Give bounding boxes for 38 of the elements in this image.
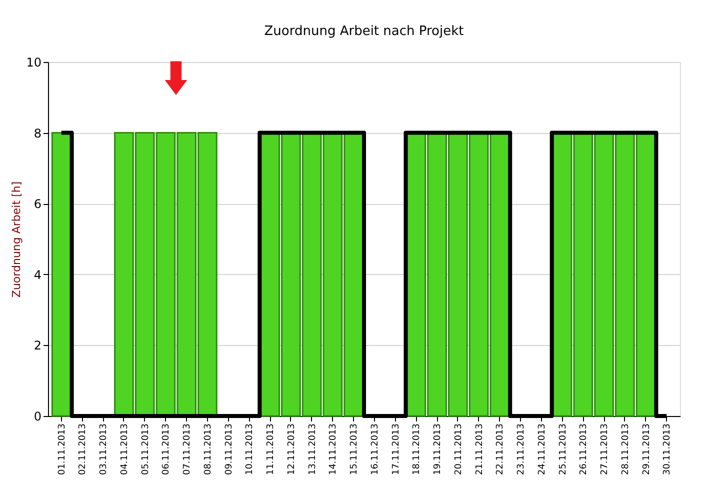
x-tick-label: 06.11.2013: [162, 424, 172, 476]
y-axis-title: Zuordnung Arbeit [h]: [10, 181, 24, 298]
x-tick-label: 01.11.2013: [57, 424, 68, 476]
y-tick-label: 10: [26, 56, 42, 70]
x-tick-label: 02.11.2013: [78, 424, 88, 476]
x-tick-label: 05.11.2013: [140, 424, 151, 476]
y-tick-label: 6: [34, 197, 42, 212]
y-tick-label: 8: [34, 126, 42, 140]
x-tick-label: 17.11.2013: [391, 424, 402, 476]
x-tick-label: 07.11.2013: [182, 424, 193, 476]
x-tick-label: 12.11.2013: [286, 424, 297, 476]
x-tick-label: 13.11.2013: [308, 424, 318, 476]
x-tick-label: 08.11.2013: [203, 424, 214, 476]
x-tick-label: 09.11.2013: [224, 424, 234, 476]
x-tick-label: 29.11.2013: [642, 424, 652, 476]
x-tick-label: 30.11.2013: [662, 424, 673, 476]
x-tick-label: 24.11.2013: [537, 424, 548, 476]
x-tick-label: 28.11.2013: [620, 424, 631, 476]
x-tick-label: 03.11.2013: [99, 424, 110, 476]
x-tick-label: 10.11.2013: [245, 424, 256, 476]
x-tick-label: 20.11.2013: [454, 424, 464, 476]
x-tick-label: 16.11.2013: [370, 424, 380, 476]
x-tick-label: 15.11.2013: [350, 424, 360, 476]
x-tick-label: 04.11.2013: [120, 424, 130, 476]
x-tick-label: 14.11.2013: [328, 424, 339, 476]
x-tick-label: 18.11.2013: [412, 424, 422, 476]
x-tick-label: 19.11.2013: [433, 424, 444, 476]
x-tick-label: 27.11.2013: [600, 424, 610, 476]
y-tick-label: 2: [34, 338, 42, 353]
x-tick-label: 26.11.2013: [579, 424, 590, 476]
x-tick-label: 21.11.2013: [474, 424, 485, 476]
x-tick-label: 23.11.2013: [516, 424, 527, 476]
x-tick-label: 11.11.2013: [266, 424, 276, 476]
x-tick-label: 22.11.2013: [496, 424, 506, 476]
y-tick-label: 4: [34, 268, 42, 282]
y-tick-label: 0: [34, 410, 42, 424]
chart-title: Zuordnung Arbeit nach Projekt: [264, 24, 464, 39]
x-tick-label: 25.11.2013: [558, 424, 568, 476]
